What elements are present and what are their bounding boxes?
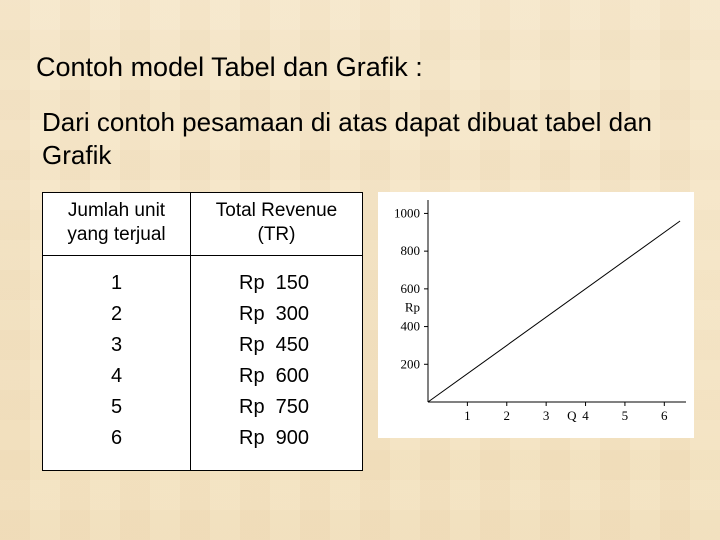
revenue-chart: 200 400 600 800 1000 Rp 1 2 3 Q4 5 6 bbox=[378, 192, 694, 438]
table-row: 3 bbox=[51, 330, 182, 361]
table-header-units: Jumlah unit yang terjual bbox=[43, 193, 191, 256]
table-cell-tr: Rp 150 Rp 300 Rp 450 Rp 600 Rp 750 Rp 90… bbox=[191, 255, 363, 470]
table-cell-units: 1 2 3 4 5 6 bbox=[43, 255, 191, 470]
table-row: Rp 750 bbox=[199, 392, 354, 423]
table-row: 6 bbox=[51, 423, 182, 454]
page-title: Contoh model Tabel dan Grafik : bbox=[36, 52, 423, 83]
table-row: 2 bbox=[51, 299, 182, 330]
svg-text:400: 400 bbox=[401, 319, 421, 334]
svg-text:4: 4 bbox=[582, 408, 589, 423]
svg-text:2: 2 bbox=[504, 408, 511, 423]
table-row: 5 bbox=[51, 392, 182, 423]
svg-text:200: 200 bbox=[401, 356, 421, 371]
svg-text:3: 3 bbox=[543, 408, 550, 423]
header-line: Jumlah unit bbox=[68, 200, 165, 221]
table-header-tr: Total Revenue (TR) bbox=[191, 193, 363, 256]
table-row: Rp 150 bbox=[199, 268, 354, 299]
table-row: Rp 300 bbox=[199, 299, 354, 330]
data-table: Jumlah unit yang terjual Total Revenue (… bbox=[42, 192, 363, 471]
header-line: (TR) bbox=[258, 224, 296, 245]
svg-text:1000: 1000 bbox=[394, 205, 420, 220]
svg-text:6: 6 bbox=[661, 408, 668, 423]
header-line: Total Revenue bbox=[216, 200, 337, 221]
svg-text:5: 5 bbox=[622, 408, 629, 423]
table-row: Rp 450 bbox=[199, 330, 354, 361]
svg-text:1: 1 bbox=[464, 408, 471, 423]
page-subtitle: Dari contoh pesamaan di atas dapat dibua… bbox=[42, 106, 662, 171]
table-row: 1 bbox=[51, 268, 182, 299]
svg-text:Q: Q bbox=[567, 408, 577, 423]
table-row: Rp 600 bbox=[199, 361, 354, 392]
table-row: Rp 900 bbox=[199, 423, 354, 454]
table-row: 4 bbox=[51, 361, 182, 392]
chart-svg: 200 400 600 800 1000 Rp 1 2 3 Q4 5 6 bbox=[378, 192, 694, 438]
svg-text:600: 600 bbox=[401, 281, 421, 296]
header-line: yang terjual bbox=[67, 224, 165, 245]
svg-text:Rp: Rp bbox=[405, 300, 420, 315]
svg-text:800: 800 bbox=[401, 243, 421, 258]
